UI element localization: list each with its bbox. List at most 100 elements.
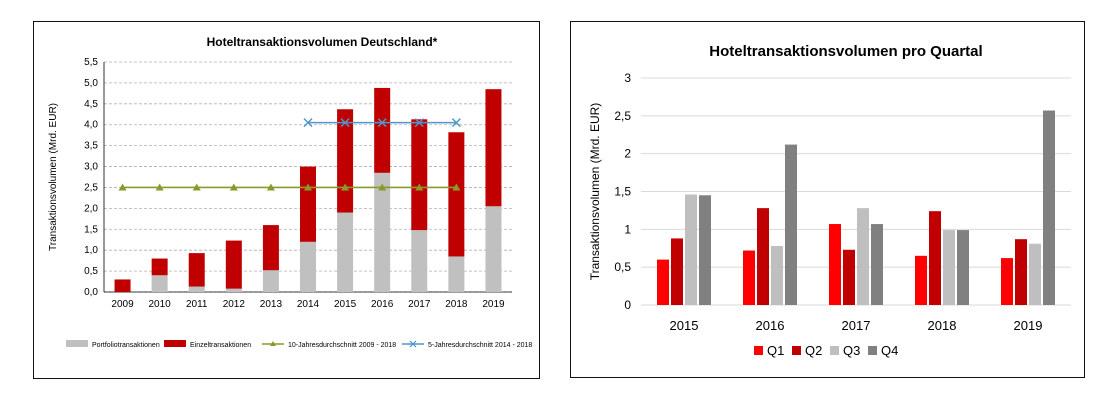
chart-left-title: Hoteltransaktionsvolumen Deutschland* xyxy=(207,35,438,49)
chart-right-bar-q4 xyxy=(1043,110,1055,305)
chart-left-ytick-label: 0,0 xyxy=(84,287,98,298)
chart-left-avg5-marker xyxy=(451,118,461,128)
chart-left-bar-portfolio xyxy=(262,270,279,292)
chart-left-bar-einzel xyxy=(485,89,502,207)
chart-right-ytick-label: 0,5 xyxy=(614,260,631,274)
chart-left-ytick-label: 1,0 xyxy=(84,245,98,256)
chart-left-avg10-marker xyxy=(266,183,275,191)
chart-left-bar-einzel xyxy=(337,109,354,213)
chart-right-legend-swatch xyxy=(792,346,801,355)
chart-right-legend-label: Q3 xyxy=(843,343,860,358)
chart-right-ytick-label: 2,5 xyxy=(614,109,631,123)
chart-left-xtick-label: 2013 xyxy=(260,299,283,310)
chart-left-xtick-label: 2017 xyxy=(408,299,431,310)
chart-right-svg: Hoteltransaktionsvolumen pro Quartal 0 0,5… xyxy=(588,43,1071,358)
chart-right-ytick-label: 2 xyxy=(624,147,631,161)
chart-right-ytick-label: 0 xyxy=(624,298,631,312)
chart-left-avg5-marker xyxy=(303,118,313,128)
chart-left-xtick-label: 2014 xyxy=(297,299,320,310)
chart-left-legend-label: Portfoliotransaktionen xyxy=(92,342,160,349)
chart-left-bar-einzel xyxy=(262,225,279,271)
chart-right-bar-q2 xyxy=(757,208,769,305)
chart-left-bar-portfolio xyxy=(337,212,354,292)
chart-right-bar-q3 xyxy=(1029,243,1041,305)
chart-left-ytick-label: 1,5 xyxy=(84,224,98,235)
chart-left-ytick-label: 4,5 xyxy=(84,99,98,110)
chart-right-bar-q1 xyxy=(657,259,669,305)
chart-left-avg10-marker xyxy=(341,183,350,191)
chart-left-bar-einzel xyxy=(448,132,465,257)
chart-right-ytick-label: 3 xyxy=(624,71,631,85)
chart-right-legend-swatch xyxy=(754,346,763,355)
chart-right-legend-label: Q4 xyxy=(881,343,898,358)
chart-right-bar-q3 xyxy=(857,208,869,305)
chart-left-avg10-marker xyxy=(118,183,127,191)
chart-left-bar-portfolio xyxy=(448,256,465,292)
chart-right-bar-q4 xyxy=(871,224,883,305)
chart-left-legend-label: 5-Jahresdurchschnitt 2014 - 2018 xyxy=(428,342,532,349)
chart-right-bar-q2 xyxy=(929,211,941,305)
chart-left-xtick-label: 2018 xyxy=(445,299,468,310)
chart-left-ytick-label: 3,0 xyxy=(84,162,98,173)
chart-right-bar-q2 xyxy=(1015,239,1027,305)
chart-right-bar-q3 xyxy=(685,194,697,305)
chart-left-avg10-marker xyxy=(415,183,424,191)
chart-right-legend-label: Q1 xyxy=(767,343,784,358)
chart-left-ytick-label: 4,0 xyxy=(84,120,98,131)
chart-right-bar-q4 xyxy=(785,144,797,305)
chart-right-bar-q1 xyxy=(829,224,841,305)
chart-right-bar-q4 xyxy=(957,230,969,305)
chart-left-legend-label: Einzeltransaktionen xyxy=(190,342,251,349)
chart-right-xtick-label: 2019 xyxy=(1014,318,1043,333)
chart-right-xtick-label: 2015 xyxy=(670,318,699,333)
chart-left-xtick-label: 2015 xyxy=(334,299,357,310)
chart-right-ytick-label: 1,5 xyxy=(614,185,631,199)
chart-left-xtick-label: 2016 xyxy=(371,299,394,310)
chart-left-bar-einzel xyxy=(114,279,131,292)
chart-left-avg10-marker xyxy=(452,183,461,191)
chart-left-legend-marker xyxy=(409,340,417,348)
chart-left-avg10-marker xyxy=(229,183,238,191)
chart-right-bar-q4 xyxy=(699,195,711,305)
chart-left-ytick-label: 5,0 xyxy=(84,78,98,89)
chart-left-bar-portfolio xyxy=(188,286,205,292)
chart-left-bar-einzel xyxy=(374,87,391,173)
chart-right-ytick-label: 1 xyxy=(624,222,631,236)
chart-left-avg10-marker xyxy=(304,183,312,191)
chart-right-bar-q1 xyxy=(915,255,927,305)
chart-right-bar-q2 xyxy=(843,249,855,305)
chart-left-legend-swatch xyxy=(66,340,88,347)
chart-left-ytick-label: 2,0 xyxy=(84,203,98,214)
chart-left-bar-einzel xyxy=(151,258,168,276)
chart-right-xtick-label: 2017 xyxy=(842,318,871,333)
chart-left-avg5-marker xyxy=(414,118,424,128)
chart-right-bar-q3 xyxy=(771,245,783,305)
chart-right-xtick-label: 2018 xyxy=(928,318,957,333)
chart-left-bar-portfolio xyxy=(374,172,391,292)
chart-left-bar-einzel xyxy=(300,166,316,242)
chart-left-bar-einzel xyxy=(411,119,428,231)
chart-left-bar-portfolio xyxy=(151,275,168,292)
chart-right-legend-swatch xyxy=(868,346,877,355)
chart-right-xtick-label: 2016 xyxy=(756,318,785,333)
chart-left-xtick-label: 2019 xyxy=(482,299,505,310)
chart-right-bar-q2 xyxy=(671,238,683,305)
chart-right-title: Hoteltransaktionsvolumen pro Quartal xyxy=(709,43,982,60)
chart-left-ytick-label: 5,5 xyxy=(84,57,98,68)
chart-left-ytick-label: 2,5 xyxy=(84,182,98,193)
chart-left-bar-portfolio xyxy=(485,206,502,292)
chart-right-bar-q3 xyxy=(943,230,955,305)
chart-left-xtick-label: 2010 xyxy=(149,299,172,310)
chart-left-ytick-label: 3,5 xyxy=(84,141,98,152)
chart-left-avg10-marker xyxy=(155,183,164,191)
chart-left-svg: Hoteltransaktionsvolumen Deutschland* 0,0… xyxy=(48,35,532,349)
chart-right-ylabel: Transaktionsvolumen (Mrd. EUR) xyxy=(588,103,602,281)
chart-left-avg10-marker xyxy=(378,183,387,191)
chart-right-legend-swatch xyxy=(830,346,839,355)
chart-left-avg10-marker xyxy=(192,183,201,191)
chart-left-avg5-marker xyxy=(377,118,387,128)
chart-left-avg5-marker xyxy=(340,118,350,128)
chart-left-bar-einzel xyxy=(188,253,205,287)
left-chart-panel: Hoteltransaktionsvolumen Deutschland* 0,0… xyxy=(33,21,540,379)
chart-left-bar-portfolio xyxy=(225,288,242,292)
